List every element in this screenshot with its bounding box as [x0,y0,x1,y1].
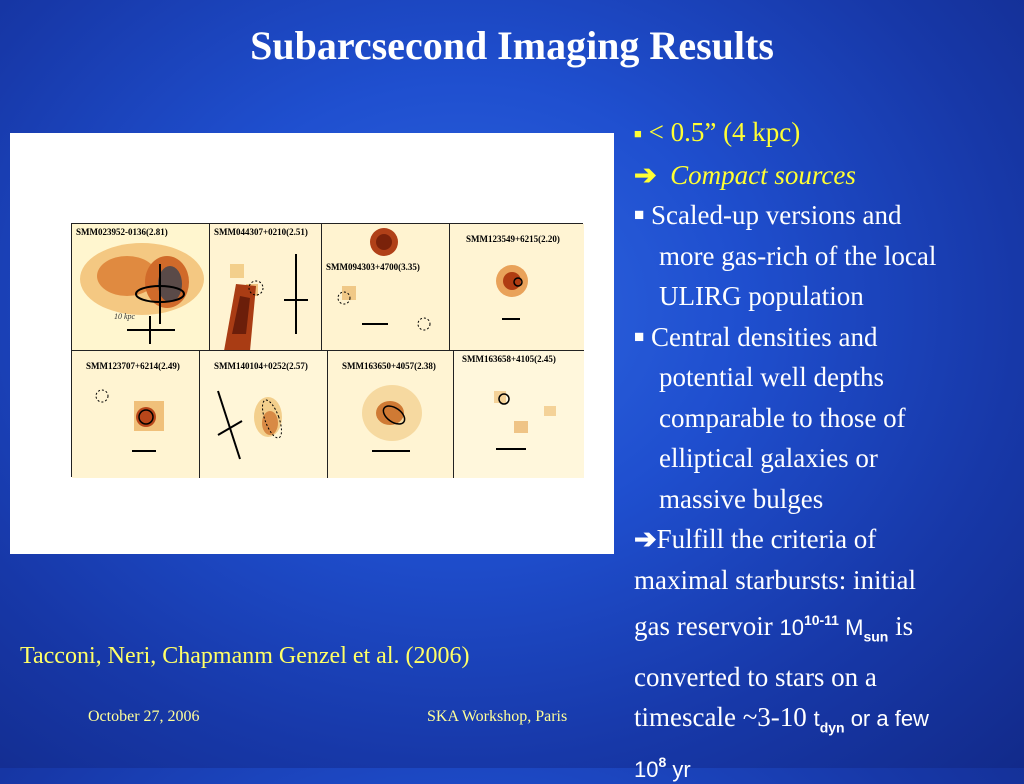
bullet-text-line: ULIRG population [659,281,864,311]
scale-label: 10 kpc [114,312,136,321]
galaxy-image [496,265,528,320]
imaging-figure: SMM023952-0136(2.81) 10 kpc SMM044307+02… [10,133,614,554]
bullet-square-icon: ■ [634,126,642,141]
galaxy-image [95,389,164,452]
panel-label: SMM044307+0210(2.51) [214,227,308,237]
bullet-square-icon: ■ [634,326,645,346]
galaxy-image [80,243,204,344]
right-arrow-icon: ➔ [634,159,657,190]
panel-label: SMM163650+4057(2.38) [342,361,436,371]
arrow-item: ➔ Compact sources [634,159,856,190]
image-panel: SMM163658+4105(2.45) [454,351,584,478]
bullet-text-line: elliptical galaxies or [659,443,878,473]
bullet-text-line: comparable to those of [659,402,906,433]
paragraph-line: timescale ~3-10 tdyn or a few [634,702,929,736]
image-panel: SMM123549+6215(2.20) [450,224,584,351]
slide-title: Subarcsecond Imaging Results [250,23,774,68]
arrow-item: ➔Fulfill the criteria of [634,524,877,554]
bullet-text-line: massive bulges [659,483,824,514]
bullet-square-icon: ■ [634,205,645,224]
panel-label: SMM140104+0252(2.57) [214,361,308,371]
galaxy-image [494,391,556,450]
paragraph-line: gas reservoir 1010-11 Msun is [634,611,914,645]
image-panel: SMM023952-0136(2.81) 10 kpc [72,224,210,351]
galaxy-image [224,254,308,350]
image-grid: SMM023952-0136(2.81) 10 kpc SMM044307+02… [71,223,584,478]
image-panel: SMM044307+0210(2.51) [210,224,322,351]
galaxy-image [362,385,422,452]
bullet-item: ■ Scaled-up versions and [634,200,902,230]
footer-event: SKA Workshop, Paris [427,708,568,725]
image-panel: SMM094303+4700(3.35) [322,224,450,351]
panel-label: SMM094303+4700(3.35) [326,262,420,272]
galaxy-image [217,390,282,460]
panel-label: SMM123707+6214(2.49) [86,361,180,371]
paragraph-line: 108 yr [634,754,691,783]
bullet-item: ■ < 0.5” (4 kpc) [634,117,801,147]
citation: Tacconi, Neri, Chapmanm Genzel et al. (2… [20,643,470,669]
image-panel: SMM163650+4057(2.38) [328,351,454,478]
panel-label: SMM163658+4105(2.45) [462,354,556,364]
bullet-text-line: potential well depths [659,362,884,392]
footer-date: October 27, 2006 [88,708,200,725]
image-panel: SMM140104+0252(2.57) [200,351,328,478]
panel-label: SMM123549+6215(2.20) [466,234,560,244]
bullet-item: ■ Central densities and [634,321,878,352]
bullet-text-line: more gas-rich of the local [659,240,937,271]
paragraph-line: converted to stars on a [634,661,877,692]
image-panel: SMM123707+6214(2.49) [72,351,200,478]
bullet-list: ■ < 0.5” (4 kpc) ➔ Compact sources ■ Sca… [634,112,1019,784]
panel-label: SMM023952-0136(2.81) [76,227,168,237]
paragraph-line: maximal starbursts: initial [634,564,916,595]
galaxy-image [337,228,431,331]
right-arrow-icon: ➔ [634,524,657,554]
